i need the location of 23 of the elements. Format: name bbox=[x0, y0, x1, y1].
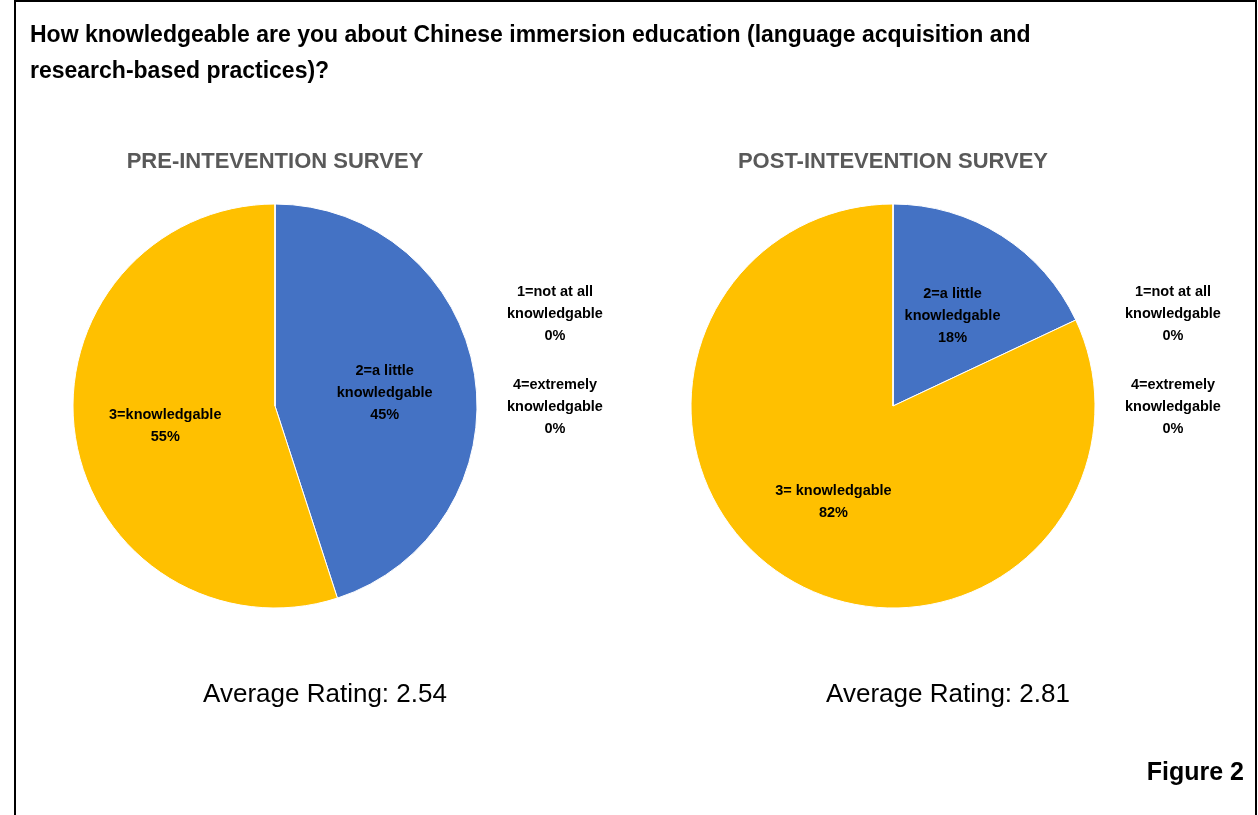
chart-title: POST-INTEVENTION SURVEY bbox=[737, 148, 1049, 173]
text: 0% bbox=[1162, 420, 1184, 436]
category-label: 1=not at all knowledgable bbox=[1125, 283, 1221, 321]
text: 0% bbox=[1162, 327, 1184, 343]
slice-label: 2=a little knowledgable bbox=[904, 285, 1001, 324]
slice-label: 2=a little knowledgable bbox=[336, 361, 433, 400]
category-label: 4=extremely knowledgable bbox=[507, 376, 603, 414]
text: How knowledgeable are you about Chinese immersion education (language acquisition and research-based practices)? bbox=[30, 21, 1031, 83]
text: 0% bbox=[544, 327, 566, 343]
data-label: 82% bbox=[818, 504, 849, 521]
text: Average Rating: 2.54 bbox=[203, 678, 447, 708]
text: Average Rating: 2.81 bbox=[826, 678, 1070, 708]
category-label: 1=not at all knowledgable bbox=[507, 283, 603, 321]
slice-label: 3=knowledgable bbox=[109, 405, 222, 422]
slice-label: 3= knowledgable bbox=[775, 482, 892, 499]
data-label: 45% bbox=[370, 405, 400, 422]
data-label: 55% bbox=[150, 427, 180, 444]
chart-title: PRE-INTEVENTION SURVEY bbox=[126, 148, 424, 173]
category-label: 4=extremely knowledgable bbox=[1125, 376, 1221, 414]
text: 0% bbox=[544, 420, 566, 436]
data-label: 18% bbox=[938, 329, 968, 346]
caption: Figure 2 bbox=[1146, 757, 1244, 785]
pie-slice bbox=[690, 203, 1096, 609]
